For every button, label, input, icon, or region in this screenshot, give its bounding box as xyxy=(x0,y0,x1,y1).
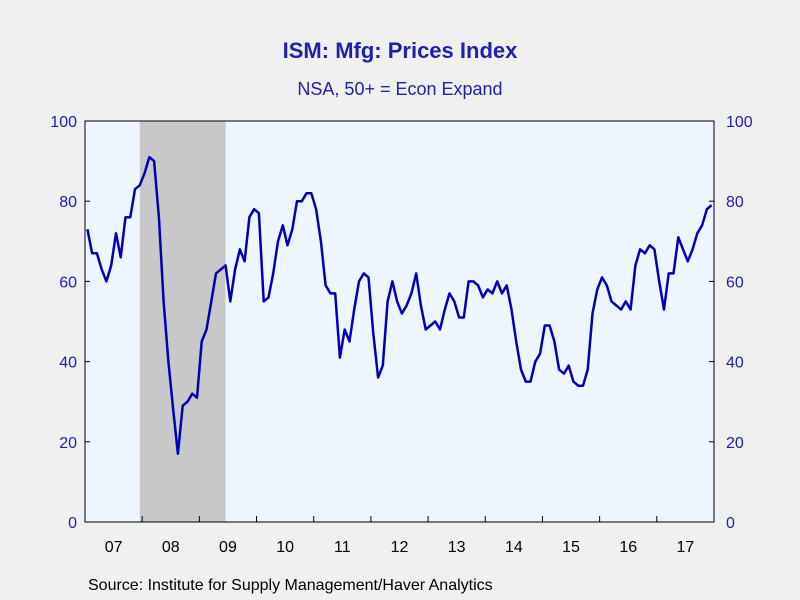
left-axis: 0 20 40 60 80 100 xyxy=(50,114,90,532)
x-tick-label: 16 xyxy=(619,539,637,556)
x-tick-label: 07 xyxy=(105,539,123,556)
x-tick-label: 15 xyxy=(562,539,580,556)
source-note: Source: Institute for Supply Management/… xyxy=(88,577,493,594)
x-tick-label: 11 xyxy=(334,539,351,556)
x-tick-label: 09 xyxy=(219,539,237,556)
left-tick-label: 20 xyxy=(59,435,77,452)
left-tick-label: 60 xyxy=(59,274,77,291)
right-tick-label: 60 xyxy=(726,274,744,291)
right-axis: 0 20 40 60 80 100 xyxy=(709,114,753,532)
x-tick-label: 17 xyxy=(677,539,695,556)
right-tick-label: 80 xyxy=(726,194,744,211)
series-group xyxy=(86,155,713,456)
chart-subtitle: NSA, 50+ = Econ Expand xyxy=(297,79,503,99)
x-tick-label: 08 xyxy=(162,539,180,556)
x-tick-label: 14 xyxy=(505,539,523,556)
x-axis: 07 08 09 10 11 12 13 14 15 16 17 xyxy=(105,516,695,556)
left-tick-label: 40 xyxy=(59,355,77,372)
right-tick-label: 0 xyxy=(726,515,735,532)
x-tick-label: 13 xyxy=(448,539,466,556)
left-tick-label: 0 xyxy=(68,515,77,532)
left-tick-label: 80 xyxy=(59,194,77,211)
recession-shading xyxy=(139,121,226,522)
x-tick-label: 12 xyxy=(391,539,409,556)
right-tick-label: 100 xyxy=(726,114,753,131)
chart-title: ISM: Mfg: Prices Index xyxy=(282,38,518,63)
series-line xyxy=(86,155,713,456)
recession-shading-group xyxy=(139,121,226,522)
right-tick-label: 20 xyxy=(726,435,744,452)
plot-frame xyxy=(84,120,715,523)
x-tick-label: 10 xyxy=(276,539,294,556)
right-tick-label: 40 xyxy=(726,355,744,372)
left-tick-label: 100 xyxy=(50,114,77,131)
